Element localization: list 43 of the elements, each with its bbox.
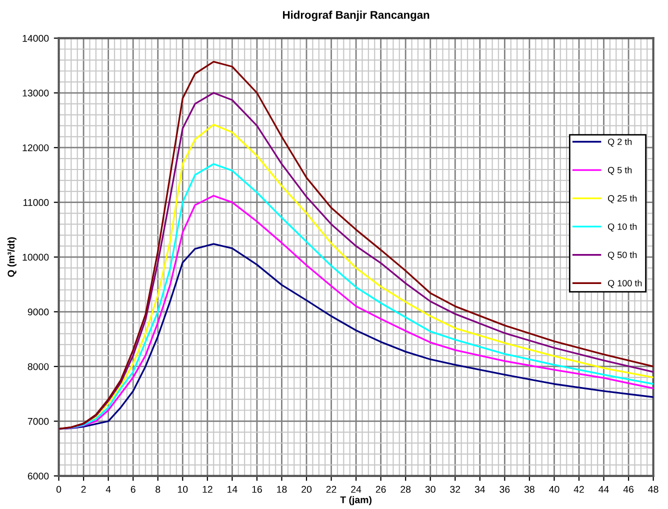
x-tick-label: 18 (277, 486, 287, 493)
legend-label: Q 100 th (608, 280, 642, 288)
y-axis-title: Q (m³/dt) (7, 237, 16, 277)
legend-label: Q 5 th (608, 166, 632, 175)
x-tick-label: 22 (326, 486, 336, 493)
x-tick-label: 0 (56, 486, 62, 493)
y-tick-label: 14000 (22, 34, 49, 42)
x-tick-label: 46 (623, 486, 634, 493)
x-tick-label: 26 (376, 486, 386, 493)
x-tick-label: 14 (228, 486, 238, 493)
legend-label: Q 10 th (608, 223, 637, 232)
x-tick-label: 12 (202, 486, 212, 493)
x-axis-title: T (jam) (340, 496, 372, 506)
y-tick-label: 8000 (28, 363, 49, 370)
y-tick-label: 6000 (28, 472, 49, 480)
y-tick-label: 10000 (22, 254, 49, 261)
legend-label: Q 2 th (608, 138, 632, 147)
x-tick-label: 44 (598, 486, 609, 493)
x-tick-label: 36 (500, 486, 510, 493)
x-tick-label: 32 (450, 486, 460, 493)
x-tick-label: 30 (425, 486, 436, 493)
y-tick-label: 9000 (28, 308, 49, 316)
chart-title: Hidrograf Banjir Rancangan (283, 10, 430, 22)
y-tick-label: 11000 (23, 199, 49, 206)
x-tick-label: 34 (474, 486, 486, 493)
x-tick-label: 2 (81, 486, 86, 493)
y-tick-label: 13000 (22, 90, 49, 97)
x-tick-label: 16 (252, 486, 262, 493)
y-tick-label: 12000 (22, 144, 49, 152)
x-tick-label: 48 (648, 486, 658, 493)
x-tick-label: 6 (130, 486, 136, 493)
x-tick-label: 38 (524, 486, 534, 493)
x-tick-label: 10 (178, 486, 188, 493)
x-tick-label: 42 (574, 486, 584, 493)
x-tick-label: 20 (302, 486, 312, 493)
x-tick-label: 24 (351, 486, 362, 493)
legend-label: Q 25 th (608, 194, 637, 204)
x-tick-label: 28 (400, 486, 411, 493)
x-tick-label: 8 (156, 486, 160, 493)
x-tick-label: 40 (549, 486, 560, 493)
legend-label: Q 50 th (608, 251, 637, 260)
y-tick-label: 7000 (28, 418, 49, 425)
x-tick-label: 4 (106, 486, 111, 493)
